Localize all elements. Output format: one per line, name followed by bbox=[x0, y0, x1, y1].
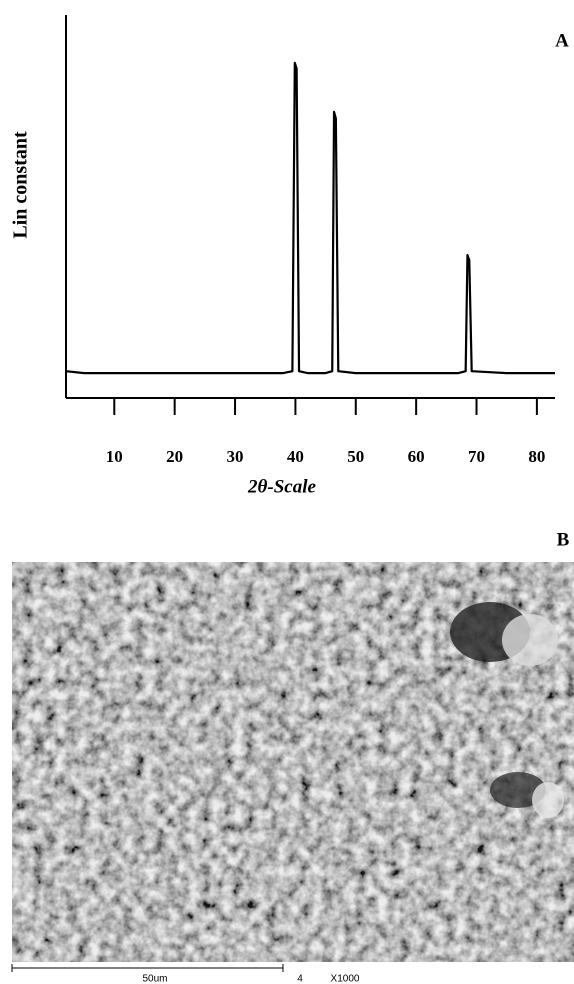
scale-bar-label: 50um bbox=[142, 974, 167, 984]
panel-label: A bbox=[555, 30, 569, 51]
x-tick-label: 80 bbox=[528, 447, 545, 466]
x-tick-label: 30 bbox=[227, 447, 244, 466]
panel-label: B bbox=[557, 529, 570, 550]
x-tick-label: 60 bbox=[408, 447, 425, 466]
sem-bright-region bbox=[502, 614, 558, 666]
sem-dark-region bbox=[490, 772, 546, 808]
x-tick-label: 20 bbox=[166, 447, 183, 466]
x-tick-label: 70 bbox=[468, 447, 485, 466]
magnification: X1000 bbox=[331, 974, 360, 984]
y-axis-label: Lin constant bbox=[10, 131, 32, 239]
data-line bbox=[65, 61, 555, 375]
x-tick-label: 10 bbox=[106, 447, 123, 466]
image-code: 4 bbox=[297, 974, 303, 984]
x-tick-label: 40 bbox=[287, 447, 304, 466]
x-tick-label: 50 bbox=[347, 447, 364, 466]
x-axis-label: 2θ-Scale bbox=[247, 476, 316, 497]
sem-bright-region bbox=[532, 782, 564, 818]
